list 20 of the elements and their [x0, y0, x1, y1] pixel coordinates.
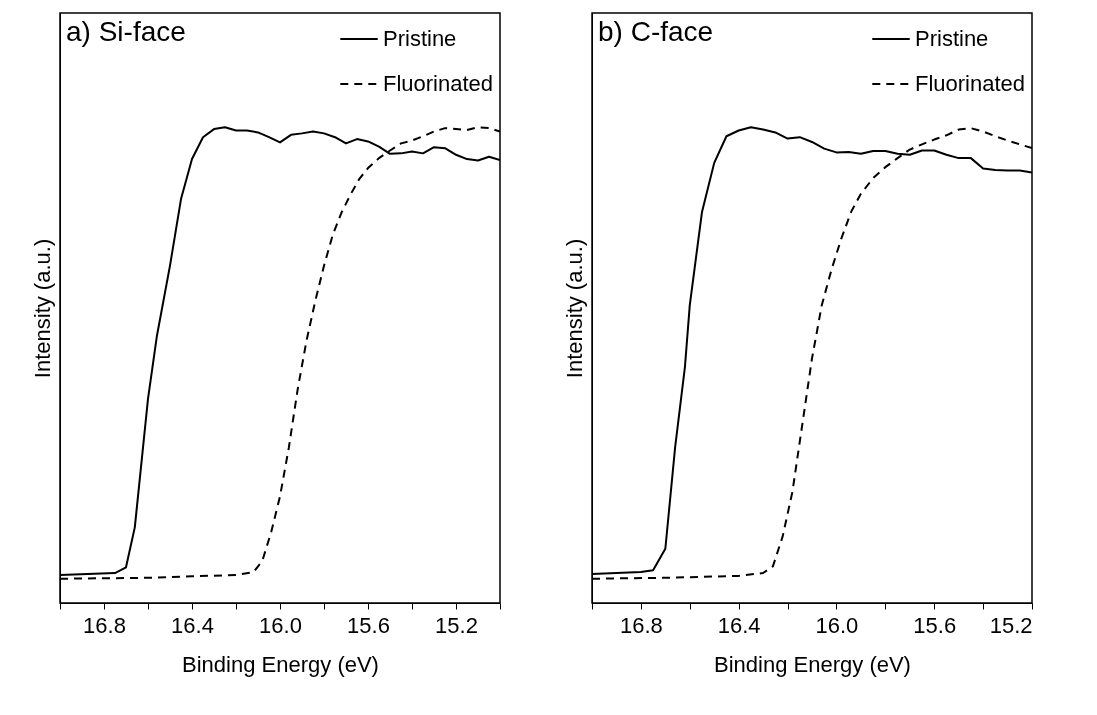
x-tick-label: 15.6 [913, 612, 957, 638]
x-tick-label: 15.2 [989, 612, 1033, 638]
x-tick-label: 16.8 [619, 612, 663, 638]
x-axis-title: Binding Energy (eV) [182, 651, 379, 677]
y-axis-title: Intensity (a.u.) [29, 238, 55, 379]
x-tick-label: 16.4 [171, 612, 214, 638]
legend-label: Fluorinated [383, 71, 494, 96]
legend-label: Pristine [383, 26, 457, 51]
x-tick-label: 16.8 [83, 612, 126, 638]
x-tick-label: 16.0 [815, 612, 859, 638]
x-tick-label: 15.6 [347, 612, 390, 638]
chart-title: a) Si-face [66, 16, 186, 47]
y-axis-title: Intensity (a.u.) [561, 238, 587, 379]
x-tick-label: 15.2 [435, 612, 478, 638]
x-axis-title: Binding Energy (eV) [714, 651, 911, 677]
chart-title: b) C-face [598, 16, 714, 47]
x-tick-label: 16.0 [259, 612, 302, 638]
x-tick-label: 16.4 [717, 612, 761, 638]
legend-label: Pristine [915, 26, 989, 51]
legend-label: Fluorinated [915, 71, 1026, 96]
